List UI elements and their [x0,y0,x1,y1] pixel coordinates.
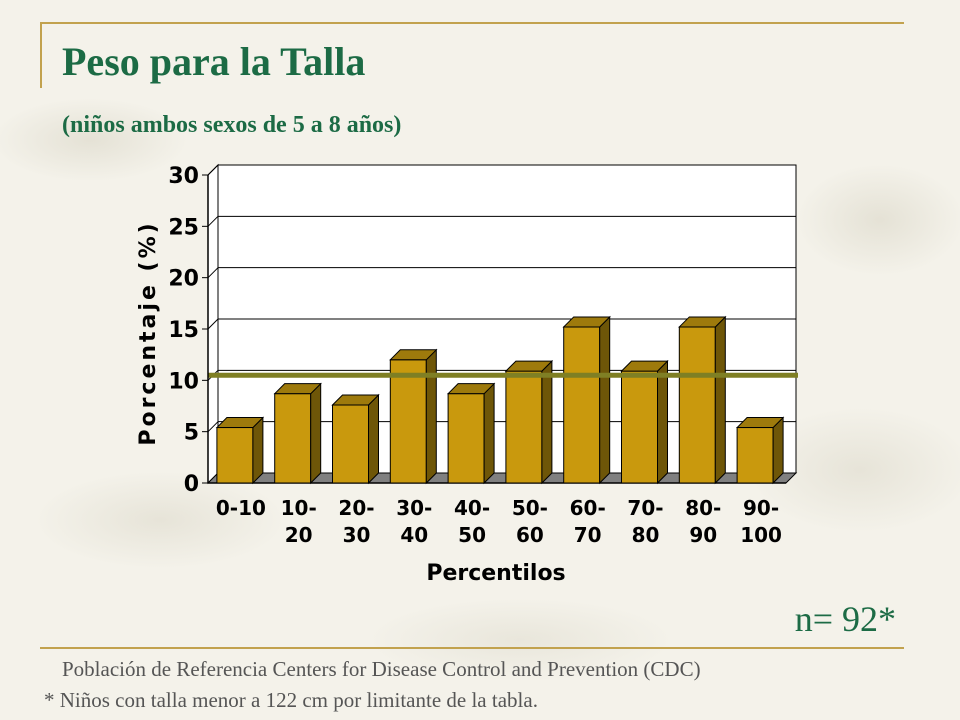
bar-front [505,370,543,484]
x-tick-line: 100 [740,523,782,547]
top-rule [40,22,904,24]
y-tick-label: 0 [184,472,199,497]
x-tick-line: 90 [689,523,717,547]
x-tick-label: 70-80 [627,496,663,547]
x-tick-label: 10-20 [281,496,317,547]
source-note: Población de Referencia Centers for Dise… [62,657,701,681]
bottom-rule [40,647,904,649]
x-tick-line: 60 [516,523,544,547]
gridline-wall [207,164,219,176]
slide-title: Peso para la Talla [62,39,366,84]
bar-side [599,315,611,485]
x-tick-line: 0-10 [216,496,266,520]
bar-front [274,393,312,484]
x-tick-line: 70 [574,523,602,547]
bar [678,315,727,485]
bar-front [678,326,716,484]
gridline-wall [207,215,219,227]
y-tick-label: 15 [168,318,199,343]
footnote: * Niños con talla menor a 122 cm por lim… [44,688,538,712]
bar [504,359,554,485]
bar-top [504,360,554,372]
bar-top [678,316,727,328]
bar-top [620,360,669,372]
slide-subtitle: (niños ambos sexos de 5 a 8 años) [62,112,402,138]
y-tick-labels: 0 5 10 15 20 25 30 [168,164,209,497]
bar-side [483,382,495,485]
x-tick-label: 40-50 [454,496,490,547]
bar [331,393,380,485]
y-tick-label: 10 [168,369,199,394]
bar-top [331,394,380,406]
bar-side [541,359,553,485]
bar-side [714,315,726,485]
x-tick-label: 80-90 [685,496,721,547]
bar-front [216,427,254,484]
x-tick-label: 50-60 [512,496,548,547]
gridline-wall [207,421,219,433]
bar-front [447,393,485,484]
bar [562,315,611,485]
y-tick-label: 5 [184,421,199,446]
x-tick-label: 30-40 [396,496,432,547]
y-axis-label: Porcentaje (%) [136,220,161,445]
bar-front [389,359,427,484]
x-tick-line: 10- [281,496,317,520]
x-tick-line: 80- [685,496,721,520]
bar-front [736,427,774,484]
x-tick-line: 50- [512,496,548,520]
bar-top [446,383,496,395]
x-tick-line: 90- [743,496,779,520]
x-axis-label: Percentilos [426,561,565,586]
bar-front [621,370,658,484]
x-tick-line: 30 [343,523,371,547]
x-tick-line: 40- [454,496,490,520]
bar-top [389,349,438,361]
x-tick-label: 90-100 [740,496,782,547]
bar [215,416,265,485]
y-tick-label: 25 [168,215,199,240]
x-tick-line: 30- [396,496,432,520]
bar-side [252,416,264,485]
bar-top [562,316,611,328]
x-tick-line: 20- [338,496,374,520]
bar-side [368,393,379,485]
bar-top [215,417,265,429]
x-tick-line: 20 [285,523,313,547]
y-tick-label: 30 [168,164,199,189]
bar-top [735,417,785,429]
x-tick-line: 60- [570,496,606,520]
bar [446,382,496,485]
gridline-wall [207,267,219,279]
bar-top [273,383,322,395]
gridline-wall [207,318,219,330]
bar-side [425,348,437,485]
x-tick-label: 20-30 [338,496,374,547]
bar-front [332,404,369,484]
x-tick-line: 40 [400,523,428,547]
y-tick-label: 20 [168,267,199,292]
bar-front [563,326,601,484]
x-tick-line: 50 [458,523,486,547]
bar [389,348,438,485]
bar [273,382,322,485]
x-tick-labels: 0-10 10-2020-3030-4040-5050-6060-7070-808… [216,496,782,547]
x-tick-line: 70- [627,496,663,520]
x-tick-label: 60-70 [570,496,606,547]
bars [215,315,785,485]
x-tick-line: 80 [632,523,660,547]
x-tick-label: 0-10 [216,496,266,520]
bar [620,359,669,485]
bar-side [657,359,668,485]
bar-side [772,416,784,485]
bar [735,416,785,485]
left-rule [40,22,42,88]
bar-side [310,382,322,485]
sample-size-label: n= 92* [794,599,896,639]
